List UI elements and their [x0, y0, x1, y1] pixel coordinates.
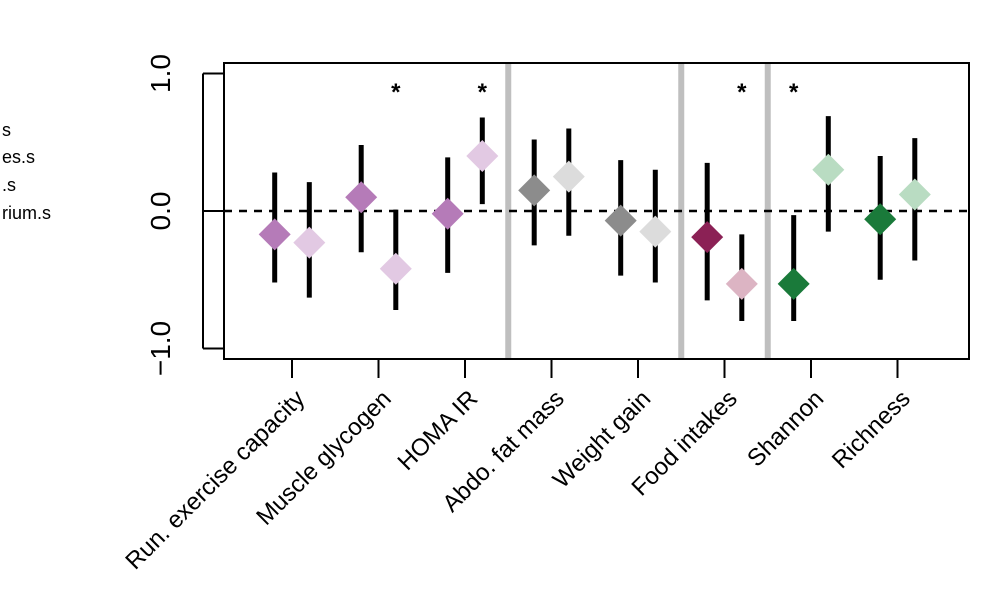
data-point-diamond	[898, 178, 931, 211]
x-category-label: Shannon	[742, 385, 829, 472]
x-category-label: HOMA IR	[392, 385, 483, 476]
legend-entry-2: es.s	[2, 147, 35, 167]
data-point-diamond	[293, 226, 326, 259]
significance-marker: *	[391, 79, 401, 106]
legend: s es.s .s rium.s	[2, 120, 51, 223]
significance-marker: *	[737, 79, 747, 106]
data-point-diamond	[258, 218, 291, 251]
data-point-diamond	[466, 140, 499, 172]
data-point-diamond	[431, 197, 464, 230]
legend-entry-1: s	[2, 120, 11, 140]
y-tick-label: 0.0	[145, 192, 176, 231]
plot-area: * * * *	[224, 63, 969, 359]
significance-marker: *	[478, 79, 488, 106]
data-point-diamond	[725, 267, 758, 300]
data-point-diamond	[777, 267, 810, 300]
y-tick-label: 1.0	[145, 54, 176, 93]
data-point-diamond	[639, 215, 672, 248]
data-point-diamond	[379, 252, 412, 285]
legend-entry-3: .s	[2, 175, 16, 195]
x-category-label: Richness	[827, 385, 916, 474]
y-tick-label: −1.0	[145, 321, 176, 376]
data-point-diamond	[864, 203, 897, 236]
significance-marker: *	[789, 79, 799, 106]
data-point-diamond	[812, 153, 845, 186]
data-point-diamond	[604, 204, 637, 237]
data-point-diamond	[518, 174, 551, 207]
legend-entry-4: rium.s	[2, 203, 51, 223]
data-point-diamond	[345, 181, 378, 214]
data-point-diamond	[552, 160, 585, 193]
data-point-diamond	[691, 221, 724, 254]
